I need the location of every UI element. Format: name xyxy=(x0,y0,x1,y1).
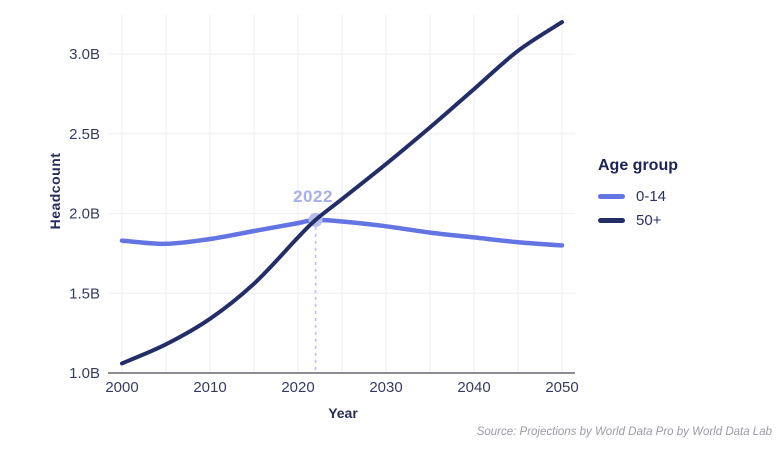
legend-title: Age group xyxy=(598,157,678,174)
y-tick-label: 2.0B xyxy=(69,206,100,223)
x-tick-label: 2010 xyxy=(193,379,226,396)
x-tick-label: 2050 xyxy=(545,379,578,396)
series-swatch-50plus xyxy=(598,217,625,223)
source-credit: Source: Projections by World Data Pro by… xyxy=(476,426,772,438)
x-tick-label: 2040 xyxy=(457,379,490,396)
legend-item-50plus[interactable]: 50+ xyxy=(598,208,678,232)
x-tick-label: 2020 xyxy=(281,379,314,396)
y-axis-title: Headcount xyxy=(47,152,63,230)
y-tick-label: 2.5B xyxy=(69,126,100,143)
y-tick-label: 3.0B xyxy=(69,46,100,63)
series-line-0-14[interactable] xyxy=(119,217,565,248)
series-swatch-0-14 xyxy=(598,193,625,199)
series-line-50plus[interactable] xyxy=(120,20,564,366)
legend-label-0-14: 0-14 xyxy=(636,187,667,205)
legend-item-0-14[interactable]: 0-14 xyxy=(598,184,678,208)
y-tick-label: 1.0B xyxy=(69,365,100,382)
x-tick-label: 2000 xyxy=(105,379,138,396)
x-tick-label: 2030 xyxy=(369,379,402,396)
legend: Age group 0-14 50+ xyxy=(598,157,678,232)
legend-label-50plus: 50+ xyxy=(636,211,662,229)
y-tick-label: 1.5B xyxy=(69,285,100,302)
x-axis-title: Year xyxy=(328,405,358,421)
peak-year-annotation: 2022 xyxy=(293,187,333,206)
